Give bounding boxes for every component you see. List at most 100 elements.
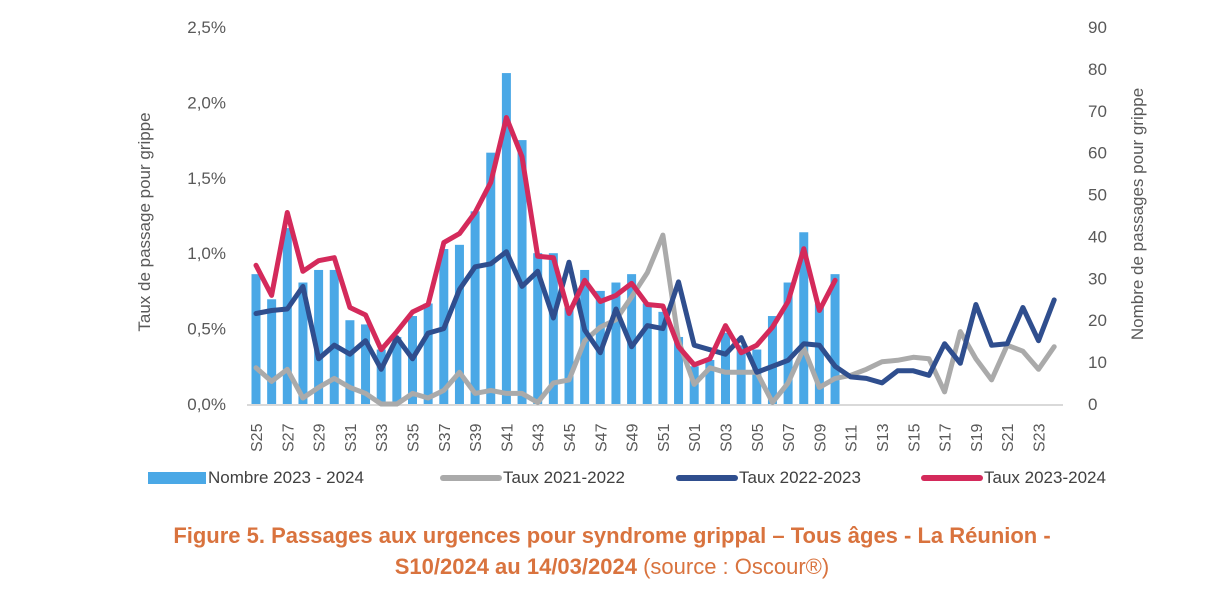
x-tick-label: S15 [906, 423, 923, 452]
bar-series [251, 73, 840, 405]
y-right-tick-label: 80 [1088, 60, 1107, 79]
legend-item-taux-2023-2024: Taux 2023-2024 [921, 468, 1106, 488]
y-left-tick-label: 2,0% [187, 93, 226, 112]
legend-item-taux-2022-2023: Taux 2022-2023 [676, 468, 861, 488]
bar-S30 [329, 269, 339, 404]
legend-label: Nombre 2023 - 2024 [208, 468, 364, 487]
bar-S50 [642, 303, 652, 404]
bar-S51 [658, 311, 668, 404]
bar-S09 [814, 303, 824, 404]
bar-S42 [517, 140, 527, 404]
bar-S03 [721, 332, 730, 404]
bar-S08 [799, 232, 809, 404]
x-tick-label: S41 [499, 423, 516, 452]
x-tick-label: S01 [687, 423, 704, 452]
bar-S26 [267, 299, 277, 404]
bar-S41 [501, 73, 511, 405]
x-tick-label: S45 [562, 423, 579, 452]
legend-swatch-line [921, 475, 983, 481]
y-left-tick-label: 2,5% [187, 18, 226, 37]
x-tick-label: S37 [437, 423, 454, 452]
x-tick-label: S43 [531, 423, 548, 452]
line-taux-2021-2022 [253, 232, 1057, 407]
x-tick-label: S39 [468, 423, 485, 452]
legend-label: Taux 2021-2022 [503, 468, 625, 487]
caption-source: (source : Oscour®) [636, 554, 830, 579]
bar-S38 [454, 244, 464, 404]
bar-S36 [423, 303, 433, 404]
bar-S02 [705, 360, 715, 404]
y-right-tick-label: 30 [1088, 269, 1107, 288]
x-tick-label: S11 [844, 425, 861, 452]
legend-item-nombre-2023-2024: Nombre 2023 - 2024 [148, 468, 364, 488]
bar-S49 [627, 274, 637, 404]
bar-S25 [251, 274, 261, 404]
y-left-tick-label: 0,0% [187, 395, 226, 414]
bar-S06 [767, 316, 777, 404]
x-tick-label: S51 [656, 423, 673, 452]
x-tick-label: S25 [249, 423, 266, 452]
legend-swatch-line [676, 475, 738, 481]
legend-item-taux-2021-2022: Taux 2021-2022 [440, 468, 625, 488]
y-axis-left: 0,0% 0,5% 1,0% 1,5% 2,0% 2,5% [187, 18, 226, 414]
bar-S48 [611, 282, 621, 404]
bar-S28 [298, 282, 308, 404]
bar-S45 [564, 307, 574, 404]
bar-S32 [361, 324, 371, 404]
x-tick-label: S21 [1000, 423, 1017, 452]
y-right-tick-label: 0 [1088, 395, 1097, 414]
x-tick-label: S27 [280, 423, 297, 452]
bar-S52 [674, 336, 684, 404]
x-tick-label: S13 [875, 423, 892, 452]
y-right-tick-label: 70 [1088, 102, 1107, 121]
caption-line-1: Figure 5. Passages aux urgences pour syn… [173, 523, 1051, 548]
y-right-tick-label: 60 [1088, 144, 1107, 163]
x-tick-label: S29 [312, 423, 329, 452]
y-right-tick-label: 20 [1088, 311, 1107, 330]
y-axis-right: 0 10 20 30 40 50 60 70 80 90 [1088, 18, 1107, 414]
y-left-tick-label: 1,0% [187, 244, 226, 263]
x-tick-label: S47 [593, 423, 610, 452]
figure-caption: Figure 5. Passages aux urgences pour syn… [0, 520, 1224, 582]
line-taux-2023-2024 [253, 115, 838, 368]
x-tick-label: S03 [719, 423, 736, 452]
caption-date-range: S10/2024 au 14/03/2024 [394, 554, 637, 579]
bar-S07 [783, 282, 793, 404]
y-right-tick-label: 40 [1088, 227, 1107, 246]
x-tick-label: S33 [374, 423, 391, 452]
x-tick-label: S05 [750, 423, 767, 452]
bar-S10 [830, 274, 840, 404]
x-tick-label: S49 [625, 423, 642, 452]
x-tick-label: S23 [1032, 423, 1049, 452]
bar-S27 [282, 228, 292, 404]
x-tick-label: S19 [969, 423, 986, 452]
x-tick-label: S07 [781, 423, 798, 452]
y-right-tick-label: 50 [1088, 186, 1107, 205]
x-tick-label: S17 [938, 423, 955, 452]
x-tick-label: S35 [406, 423, 423, 452]
legend-swatch-bar [148, 472, 206, 484]
y-left-tick-label: 1,5% [187, 169, 226, 188]
chart: 0,0% 0,5% 1,0% 1,5% 2,0% 2,5% 0 10 20 30 40 50 60 70… [135, 18, 1147, 452]
legend-label: Taux 2023-2024 [984, 468, 1106, 487]
x-axis: S25 S27 S29 S31 S33 S35 S37 S39 S41 S43 S45 S47 S49 S… [249, 423, 1049, 452]
y-axis-right-title: Nombre de passages pour grippe [1128, 88, 1147, 340]
bar-S44 [548, 253, 558, 404]
legend-swatch-line [440, 475, 502, 481]
legend: Nombre 2023 - 2024 Taux 2021-2022 Taux 2… [148, 468, 1148, 494]
y-axis-left-title: Taux de passage pour grippe [135, 112, 154, 331]
x-tick-label: S09 [812, 423, 829, 452]
x-tick-label: S31 [343, 423, 360, 452]
bar-S31 [345, 320, 355, 404]
line-series [253, 115, 1057, 407]
y-right-tick-label: 90 [1088, 18, 1107, 37]
y-left-tick-label: 0,5% [187, 320, 226, 339]
line-taux-2022-2023 [253, 249, 1057, 386]
bar-S39 [470, 211, 480, 404]
bar-S34 [392, 336, 402, 404]
bar-S33 [376, 349, 386, 404]
legend-label: Taux 2022-2023 [739, 468, 861, 487]
bar-S29 [314, 269, 324, 404]
bar-S43 [533, 253, 543, 404]
y-right-tick-label: 10 [1088, 353, 1107, 372]
